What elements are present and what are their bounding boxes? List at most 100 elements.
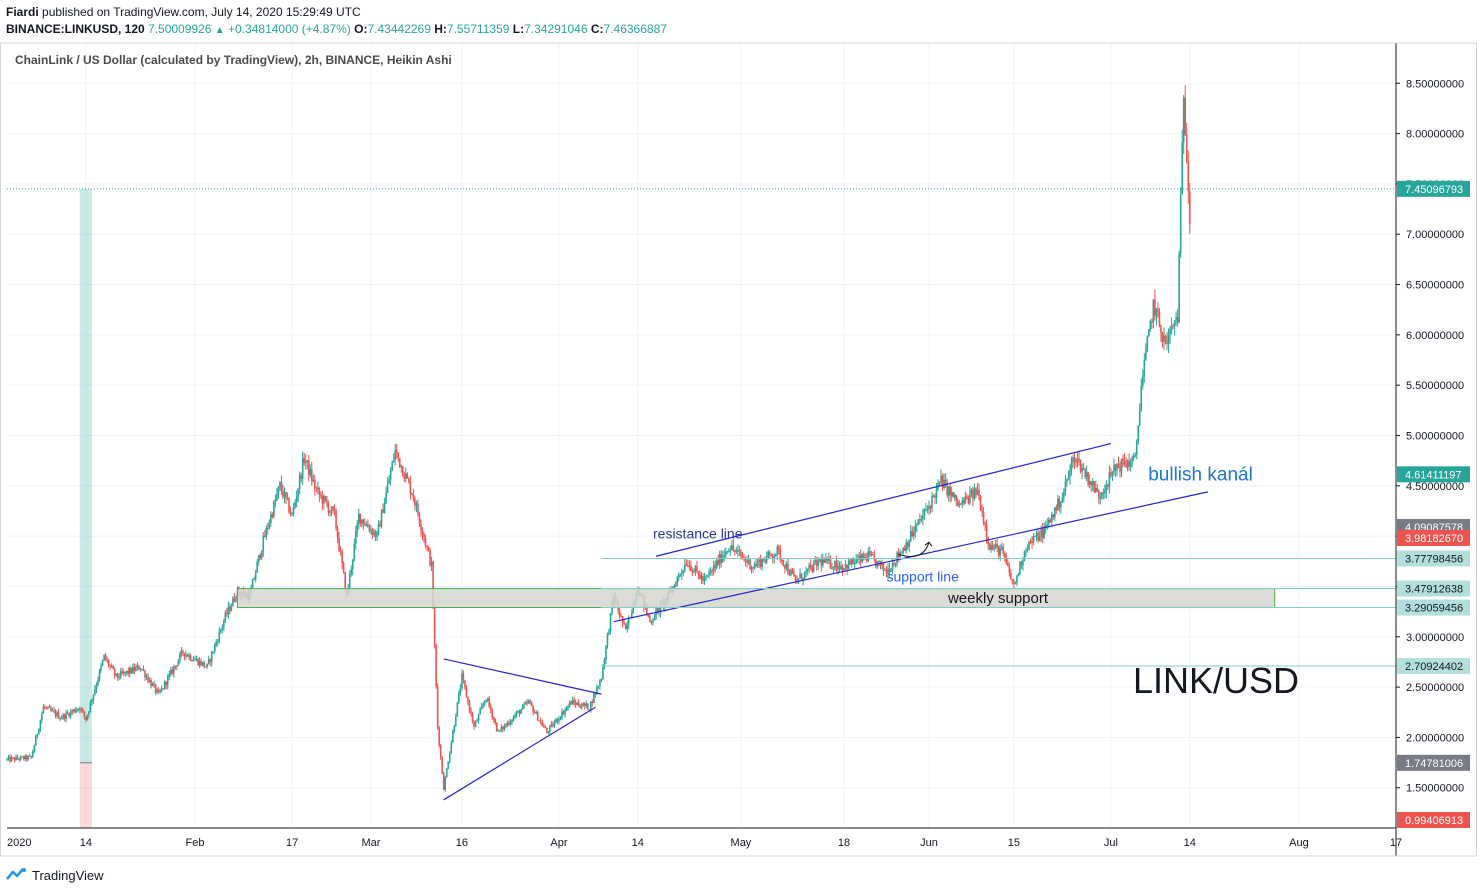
candle-body xyxy=(1054,507,1056,518)
candle-body xyxy=(970,489,973,494)
candle-body xyxy=(964,496,967,504)
candle-body xyxy=(693,571,695,573)
candle-body xyxy=(1137,425,1140,442)
candle-body xyxy=(919,519,921,521)
candle-body xyxy=(145,676,148,678)
candle-body xyxy=(223,620,225,627)
candle-body xyxy=(394,449,396,460)
candle-body xyxy=(555,719,557,723)
candle-body xyxy=(558,718,560,722)
candle-body xyxy=(865,557,868,562)
candle-body xyxy=(125,670,128,673)
candle-body xyxy=(392,459,395,462)
candle-body xyxy=(855,559,857,564)
candle-body xyxy=(1163,335,1165,343)
candle-body xyxy=(541,721,544,727)
candle-body xyxy=(849,560,851,565)
candle-body xyxy=(1000,546,1003,549)
candle-body xyxy=(565,707,568,711)
candle-body xyxy=(705,576,707,579)
candle-body xyxy=(216,641,219,643)
candle-body xyxy=(406,473,409,479)
candle-body xyxy=(74,709,77,712)
candle-body xyxy=(195,658,198,660)
candle-body xyxy=(351,559,354,570)
candle-body xyxy=(518,710,521,714)
candle-body xyxy=(25,755,28,760)
candle-body xyxy=(285,492,287,498)
candle-body xyxy=(1104,490,1106,494)
candle-body xyxy=(1101,492,1103,498)
price-chart[interactable]: weekly support resistance line support lin… xyxy=(0,0,1477,860)
price-label-box xyxy=(1397,658,1470,675)
candle-body xyxy=(130,667,133,674)
candle-body xyxy=(650,621,653,623)
close-value: 7.46366887 xyxy=(603,22,667,36)
candle-body xyxy=(856,558,859,560)
candle-body xyxy=(301,458,304,479)
candle-body xyxy=(405,473,407,479)
candle-body xyxy=(941,475,944,489)
candle-body xyxy=(861,553,864,562)
publish-info: Fiardi published on TradingView.com, Jul… xyxy=(6,5,361,19)
candle-body xyxy=(767,551,770,558)
candle-body xyxy=(473,722,475,727)
price-label-box xyxy=(1397,529,1470,546)
candle-body xyxy=(306,460,309,463)
candle-body xyxy=(987,537,989,544)
candle-body xyxy=(916,524,918,526)
candle-body xyxy=(1126,460,1129,468)
low-value: 7.34291046 xyxy=(524,22,588,36)
candle-body xyxy=(1096,487,1099,491)
candle-body xyxy=(156,689,158,693)
candle-body xyxy=(470,710,472,714)
candle-body xyxy=(186,654,189,657)
candle-body xyxy=(873,555,876,560)
candle-body xyxy=(370,529,372,532)
candle-body xyxy=(1063,491,1065,498)
candle-body xyxy=(834,560,836,567)
candle-body xyxy=(388,479,390,484)
candle-body xyxy=(276,494,278,501)
candle-body xyxy=(853,563,856,565)
candle-body xyxy=(1097,490,1100,499)
candle-body xyxy=(1184,98,1187,135)
candle-body xyxy=(382,509,384,514)
candle-body xyxy=(270,514,272,524)
candle-body xyxy=(511,720,513,723)
candle-body xyxy=(1175,316,1177,321)
candle-body xyxy=(103,654,105,661)
author-name[interactable]: Fiardi xyxy=(6,5,39,19)
candle-body xyxy=(912,532,915,536)
x-tick-label: 18 xyxy=(838,837,850,849)
candle-body xyxy=(975,488,977,496)
candle-body xyxy=(556,719,559,722)
candle-body xyxy=(674,585,677,587)
footer-brand[interactable]: TradingView xyxy=(6,867,104,883)
candle-body xyxy=(994,544,997,549)
candle-body xyxy=(547,732,550,734)
candle-body xyxy=(254,572,257,579)
candle-body xyxy=(684,564,686,571)
candle-body xyxy=(1158,311,1161,326)
candle-body xyxy=(717,560,719,565)
candle-body xyxy=(785,563,788,569)
candle-body xyxy=(467,697,469,702)
candle-body xyxy=(297,489,299,498)
candle-body xyxy=(653,618,656,621)
candle-body xyxy=(775,554,777,557)
candle-body xyxy=(468,701,471,711)
candle-body xyxy=(791,569,794,574)
candle-body xyxy=(1081,467,1083,472)
x-tick-label: 14 xyxy=(632,837,644,849)
candle-body xyxy=(787,563,789,573)
candle-body xyxy=(966,496,968,498)
x-tick-label: 17 xyxy=(286,837,298,849)
candle-body xyxy=(101,660,104,666)
candle-body xyxy=(726,551,729,553)
candle-body xyxy=(931,495,933,509)
candle-body xyxy=(869,551,871,556)
candle-body xyxy=(83,711,86,717)
candle-body xyxy=(283,492,286,497)
candle-body xyxy=(906,542,909,547)
